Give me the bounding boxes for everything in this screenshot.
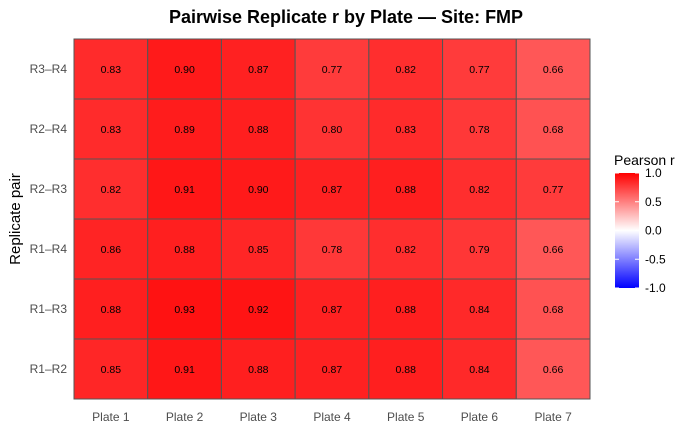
heatmap-cell: [368, 98, 444, 160]
cell-value-label: 0.82: [395, 244, 416, 256]
heatmap-cell: [368, 158, 444, 220]
cell-value-label: 0.82: [101, 184, 122, 196]
heatmap-cell: [294, 38, 370, 100]
heatmap-cell: [147, 218, 222, 280]
cell-value-label: 0.85: [101, 364, 122, 376]
cell-value-label: 0.87: [322, 304, 343, 316]
cell-value-label: 0.77: [469, 64, 490, 76]
legend-tick-label: 0.5: [645, 195, 662, 209]
heatmap-cell: [515, 98, 591, 160]
heatmap-cell: [73, 218, 149, 280]
heatmap-cell: [147, 338, 222, 400]
y-axis-title: Replicate pair: [7, 173, 24, 265]
heatmap-cell: [220, 38, 296, 100]
cell-value-label: 0.82: [395, 64, 416, 76]
cell-value-label: 0.66: [543, 364, 564, 376]
heatmap-cell: [220, 98, 296, 160]
x-tick-label: Plate 4: [313, 410, 351, 424]
cell-value-label: 0.78: [322, 244, 343, 256]
cell-value-label: 0.80: [322, 124, 343, 136]
heatmap-cell: [220, 338, 296, 400]
y-tick-label: R1–R4: [30, 242, 68, 256]
legend-tick-label: 0.0: [645, 224, 662, 238]
cell-value-label: 0.88: [248, 124, 269, 136]
cell-value-label: 0.66: [543, 64, 564, 76]
heatmap-cell: [73, 98, 149, 160]
cell-value-label: 0.82: [469, 184, 490, 196]
heatmap-cell: [73, 278, 149, 340]
heatmap-cell: [294, 218, 370, 280]
y-tick-label: R2–R4: [30, 122, 68, 136]
cell-value-label: 0.85: [248, 244, 269, 256]
x-axis-ticks: Plate 1 Plate 2 Plate 3 Plate 4 Plate 5 Plate…: [92, 410, 572, 424]
cell-value-label: 0.93: [174, 304, 195, 316]
cell-value-label: 0.88: [395, 304, 416, 316]
heatmap-cell: [294, 158, 370, 220]
heatmap-cell: [442, 338, 517, 400]
x-tick-label: Plate 3: [240, 410, 278, 424]
y-tick-label: R2–R3: [30, 182, 68, 196]
legend-tick-label: -0.5: [645, 252, 666, 266]
y-tick-label: R3–R4: [30, 62, 68, 76]
y-axis-ticks: R3–R4 R2–R4 R2–R3 R1–R4 R1–R3 R1–R2: [30, 62, 68, 376]
cell-value-label: 0.77: [543, 184, 564, 196]
cell-value-label: 0.83: [101, 124, 122, 136]
heatmap-cell: [442, 38, 517, 100]
cell-value-label: 0.92: [248, 304, 269, 316]
legend-title: Pearson r: [614, 152, 675, 168]
cell-value-label: 0.79: [469, 244, 490, 256]
x-tick-label: Plate 2: [166, 410, 204, 424]
heatmap-cell: [147, 158, 222, 220]
legend-tick-label: -1.0: [645, 281, 666, 295]
cell-value-label: 0.84: [469, 364, 490, 376]
cell-value-label: 0.89: [174, 124, 195, 136]
cell-value-label: 0.66: [543, 244, 564, 256]
cell-value-label: 0.78: [469, 124, 490, 136]
cell-value-label: 0.83: [395, 124, 416, 136]
legend-tick-label: 1.0: [645, 166, 662, 180]
x-tick-label: Plate 7: [534, 410, 572, 424]
color-legend: Pearson r 1.0 0.5 0.0 -0.5 -1.0: [614, 152, 675, 295]
heatmap-cell: [294, 338, 370, 400]
cell-value-label: 0.87: [322, 364, 343, 376]
cell-value-label: 0.87: [322, 184, 343, 196]
heatmap-cell: [515, 158, 591, 220]
y-tick-label: R1–R2: [30, 362, 68, 376]
cell-value-label: 0.68: [543, 304, 564, 316]
heatmap-cell: [515, 218, 591, 280]
x-tick-label: Plate 6: [461, 410, 499, 424]
heatmap-cell: [442, 158, 517, 220]
y-tick-label: R1–R3: [30, 302, 68, 316]
heatmap-cell: [442, 218, 517, 280]
cell-value-label: 0.91: [174, 184, 195, 196]
chart-title: Pairwise Replicate r by Plate — Site: FM…: [169, 7, 523, 27]
cell-value-label: 0.88: [174, 244, 195, 256]
cell-value-label: 0.84: [469, 304, 490, 316]
cell-value-label: 0.86: [101, 244, 122, 256]
cell-value-label: 0.83: [101, 64, 122, 76]
heatmap-cell: [73, 338, 149, 400]
cell-value-label: 0.88: [395, 184, 416, 196]
cell-value-label: 0.90: [174, 64, 195, 76]
x-tick-label: Plate 1: [92, 410, 130, 424]
heatmap-cell: [515, 338, 591, 400]
heatmap-cells: 0.83 0.90 0.87 0.77 0.82 0.77 0.66 0.83 0.89 0.88…: [73, 38, 591, 400]
cell-value-label: 0.91: [174, 364, 195, 376]
heatmap-cell: [368, 338, 444, 400]
heatmap-cell: [220, 158, 296, 220]
cell-value-label: 0.87: [248, 64, 269, 76]
x-tick-label: Plate 5: [387, 410, 425, 424]
cell-value-label: 0.88: [395, 364, 416, 376]
heatmap-cell: [220, 278, 296, 340]
heatmap-cell: [147, 38, 222, 100]
cell-value-label: 0.88: [248, 364, 269, 376]
heatmap-cell: [73, 38, 149, 100]
cell-value-label: 0.68: [543, 124, 564, 136]
cell-value-label: 0.77: [322, 64, 343, 76]
cell-value-label: 0.88: [101, 304, 122, 316]
cell-value-label: 0.90: [248, 184, 269, 196]
legend-ticks: 1.0 0.5 0.0 -0.5 -1.0: [615, 166, 666, 295]
